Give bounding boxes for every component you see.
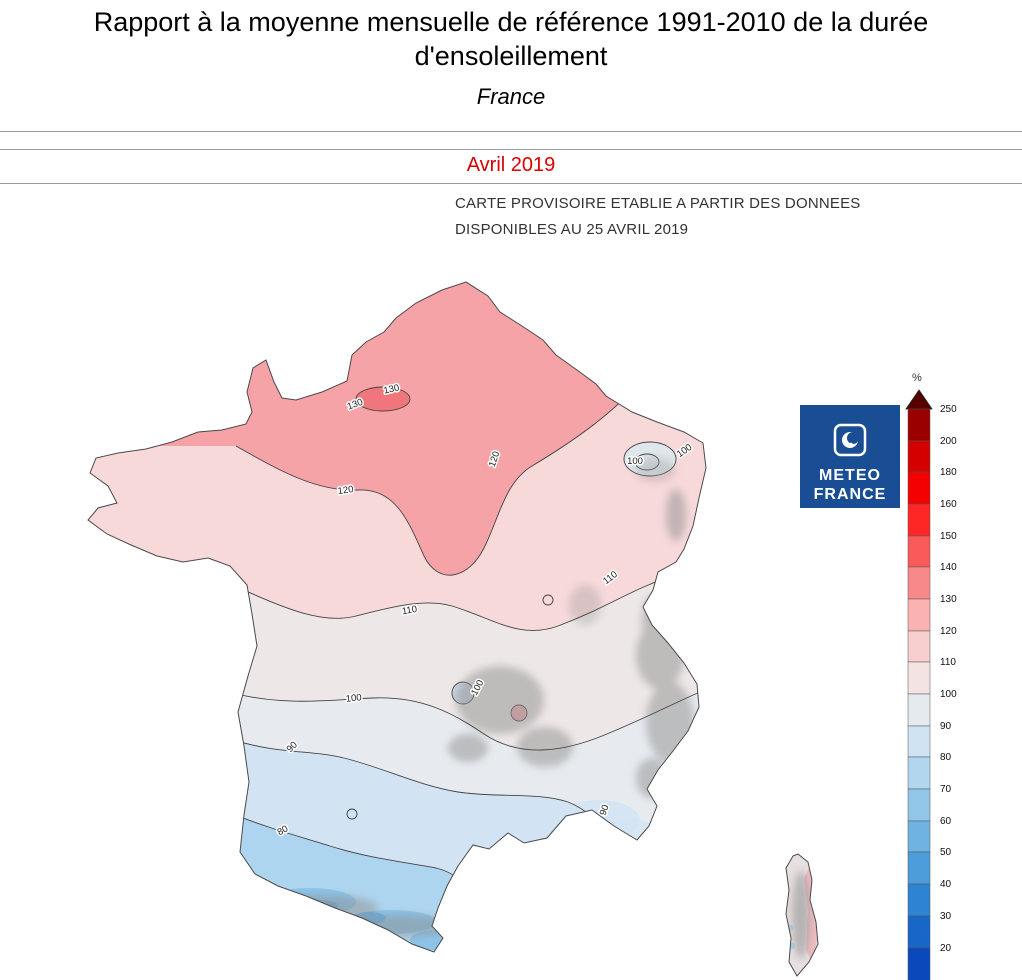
provisional-notice-line1: CARTE PROVISOIRE ETABLIE A PARTIR DES DO… bbox=[455, 195, 861, 212]
logo-text-line1: METEO bbox=[819, 467, 881, 484]
contour-label: 100 bbox=[345, 692, 362, 705]
page-title-text: Rapport à la moyenne mensuelle de référe… bbox=[93, 7, 929, 71]
colorbar-arrow bbox=[905, 389, 933, 410]
colorbar-tick-label: 140 bbox=[940, 562, 957, 573]
corsica-coastline bbox=[785, 853, 819, 977]
relief-shading bbox=[262, 458, 694, 937]
colorbar-tick-label: 30 bbox=[940, 911, 952, 922]
corsica bbox=[786, 854, 818, 976]
logo-text-line2: FRANCE bbox=[814, 486, 887, 503]
period-label: Avril 2019 bbox=[466, 154, 556, 176]
colorbar-segments bbox=[907, 408, 931, 980]
corsica-blue-dot bbox=[787, 925, 793, 931]
high-sun-blob-130 bbox=[355, 386, 411, 412]
colorbar-tick-label: 80 bbox=[940, 752, 952, 763]
subtitle-region: France bbox=[476, 84, 546, 109]
divider-line bbox=[0, 149, 1022, 150]
colorbar: % 250 200 180 160 150 bbox=[905, 372, 957, 980]
corsica-relief bbox=[792, 871, 810, 959]
colorbar-tick-label: 160 bbox=[940, 499, 957, 510]
colorbar-tick-label: 100 bbox=[940, 689, 957, 700]
france-map: 130 130 120 120 100 100 110 110 100 100 … bbox=[87, 281, 819, 977]
meteo-france-logo: METEO FRANCE bbox=[800, 405, 900, 508]
contour-lines bbox=[229, 395, 701, 883]
band-120-130 bbox=[88, 282, 706, 575]
divider-line bbox=[0, 183, 1022, 184]
colorbar-tick-label: 200 bbox=[940, 436, 957, 447]
provence-blue-patch bbox=[604, 818, 656, 846]
meteo-france-logo-icon bbox=[833, 423, 867, 457]
colorbar-tick-label: 40 bbox=[940, 879, 952, 890]
contour-label: 110 bbox=[401, 604, 418, 617]
contour-label: 120 bbox=[337, 484, 354, 497]
colorbar-tick-labels: 250 200 180 160 150 140 130 120 110 100 … bbox=[940, 404, 957, 954]
colorbar-tick-label: 130 bbox=[940, 594, 957, 605]
colorbar-tick-label: 90 bbox=[940, 721, 952, 732]
colorbar-tick-label: 120 bbox=[940, 626, 957, 637]
colorbar-tick-label: 70 bbox=[940, 784, 952, 795]
colorbar-tick-label: 110 bbox=[940, 657, 956, 668]
france-coastline bbox=[87, 281, 707, 953]
contour-label: 130 bbox=[383, 383, 401, 397]
divider-line bbox=[0, 131, 1022, 132]
contour-label: 100 bbox=[627, 456, 643, 467]
provisional-notice-line2: DISPONIBLES AU 25 AVRIL 2019 bbox=[455, 220, 689, 238]
page-title: Rapport à la moyenne mensuelle de référe… bbox=[0, 6, 1022, 74]
colorbar-tick-label: 50 bbox=[940, 847, 952, 858]
provisional-notice: CARTE PROVISOIRE ETABLIE A PARTIR DES DO… bbox=[455, 191, 861, 242]
colorbar-tick-label: 60 bbox=[940, 816, 952, 827]
colorbar-tick-label: 150 bbox=[940, 531, 957, 542]
logo-background bbox=[800, 405, 900, 508]
colorbar-tick-label: 180 bbox=[940, 467, 957, 478]
colorbar-tick-label: 20 bbox=[940, 943, 952, 954]
colorbar-unit: % bbox=[912, 372, 922, 384]
colorbar-tick-label: 250 bbox=[940, 404, 957, 415]
